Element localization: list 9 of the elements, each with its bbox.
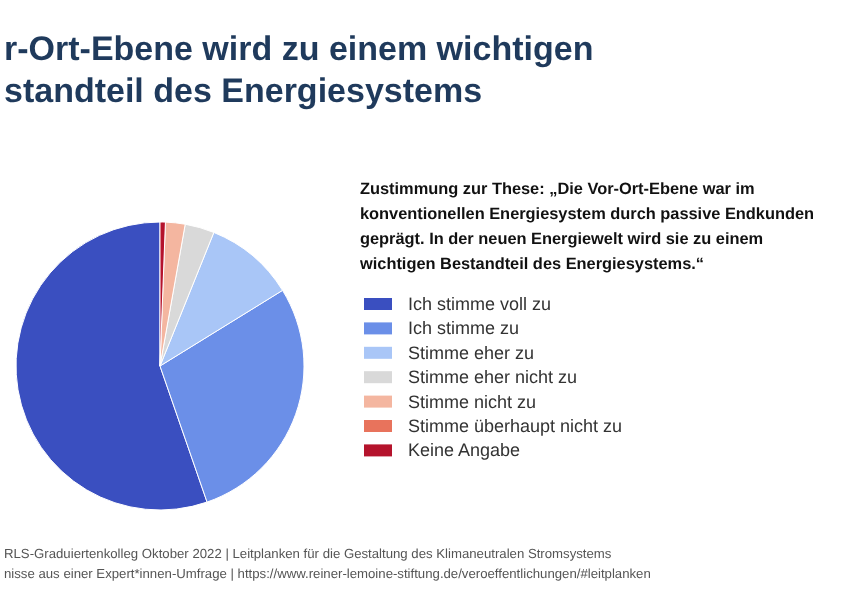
legend-label: Stimme überhaupt nicht zu <box>408 416 623 436</box>
legend-label: Stimme eher nicht zu <box>408 367 578 388</box>
chart-title: r-Ort-Ebene wird zu einem wichtigen standteil des Energiesystems <box>4 30 594 110</box>
legend-label: Keine Angabe <box>408 440 521 461</box>
legend-label: Stimme nicht zu <box>408 391 537 412</box>
legend-title: Zustimmung zur These: „Die Vor-Ort-Ebene war im konventionellen Energiesystem durch passive Endkunden geprägt. In der neuen Energiewelt wird sie zu einem wichtigen Bestandteil des Energiesystems.“ <box>358 180 815 273</box>
legend-label: Stimme eher zu <box>408 342 535 363</box>
legend-label: Ich stimme zu <box>408 318 520 339</box>
legend-label: Ich stimme voll zu <box>408 294 552 314</box>
